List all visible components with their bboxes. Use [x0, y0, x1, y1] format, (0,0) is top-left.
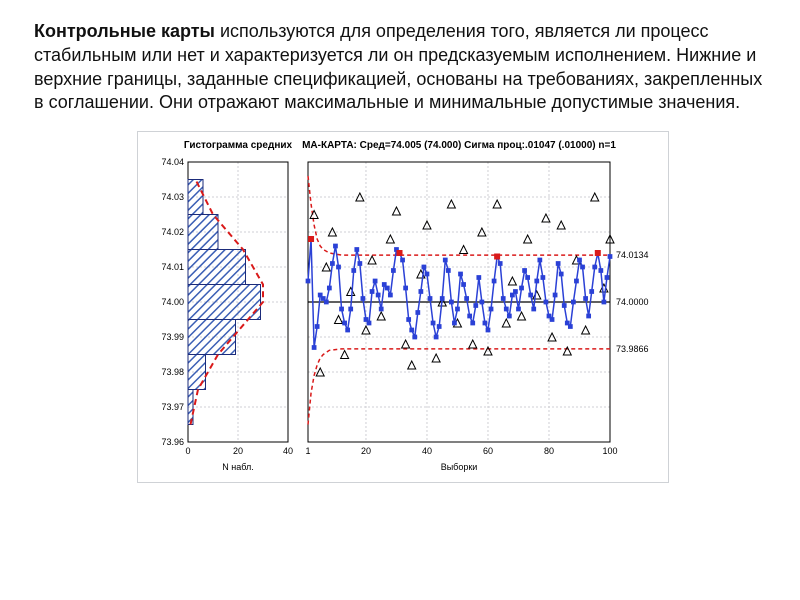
svg-text:N набл.: N набл.	[222, 462, 253, 472]
svg-text:20: 20	[361, 446, 371, 456]
svg-text:Выборки: Выборки	[441, 462, 478, 472]
svg-text:40: 40	[283, 446, 293, 456]
svg-text:73.96: 73.96	[161, 437, 184, 447]
svg-text:74.00: 74.00	[161, 297, 184, 307]
charts-figure: Гистограмма средних МА-КАРТА: Сред=74.005…	[137, 131, 669, 483]
svg-text:74.0134: 74.0134	[616, 250, 649, 260]
svg-text:60: 60	[483, 446, 493, 456]
chart-svg: Гистограмма средних МА-КАРТА: Сред=74.005…	[138, 132, 668, 482]
svg-text:73.9866: 73.9866	[616, 344, 649, 354]
svg-text:73.98: 73.98	[161, 367, 184, 377]
svg-text:74.02: 74.02	[161, 227, 184, 237]
description-bold: Контрольные карты	[34, 21, 215, 41]
svg-text:74.03: 74.03	[161, 192, 184, 202]
svg-text:МА-КАРТА: Сред=74.005 (74.000): МА-КАРТА: Сред=74.005 (74.000) Сигма про…	[302, 140, 616, 151]
svg-text:74.04: 74.04	[161, 157, 184, 167]
svg-text:1: 1	[305, 446, 310, 456]
svg-text:80: 80	[544, 446, 554, 456]
svg-text:0: 0	[185, 446, 190, 456]
svg-text:73.99: 73.99	[161, 332, 184, 342]
svg-text:40: 40	[422, 446, 432, 456]
svg-text:74.01: 74.01	[161, 262, 184, 272]
svg-text:100: 100	[602, 446, 617, 456]
svg-text:20: 20	[233, 446, 243, 456]
svg-text:Гистограмма средних: Гистограмма средних	[184, 140, 293, 151]
svg-text:73.97: 73.97	[161, 402, 184, 412]
svg-text:74.0000: 74.0000	[616, 297, 649, 307]
description-text: Контрольные карты используются для опред…	[34, 20, 772, 115]
